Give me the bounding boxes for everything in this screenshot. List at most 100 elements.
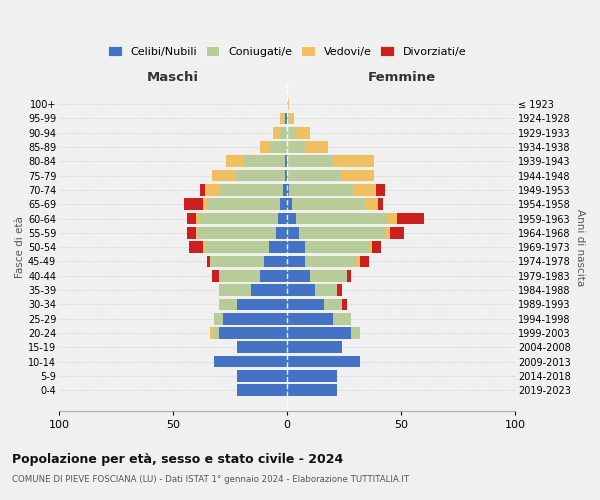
- Bar: [214, 356, 287, 368]
- Bar: [287, 198, 292, 210]
- Text: Femmine: Femmine: [367, 71, 436, 84]
- Bar: [189, 242, 203, 253]
- Bar: [287, 298, 324, 310]
- Bar: [360, 256, 370, 268]
- Bar: [287, 170, 342, 181]
- Bar: [287, 370, 337, 382]
- Bar: [276, 227, 287, 238]
- Bar: [289, 184, 353, 196]
- Bar: [280, 112, 283, 124]
- Bar: [196, 212, 200, 224]
- Bar: [397, 212, 424, 224]
- Bar: [305, 141, 328, 153]
- Bar: [385, 227, 390, 238]
- Bar: [287, 342, 342, 353]
- Bar: [287, 270, 310, 281]
- Bar: [287, 98, 289, 110]
- Bar: [314, 284, 337, 296]
- Bar: [287, 112, 289, 124]
- Bar: [219, 270, 260, 281]
- Bar: [283, 112, 285, 124]
- Bar: [287, 313, 333, 324]
- Bar: [208, 256, 209, 268]
- Bar: [237, 298, 287, 310]
- Bar: [260, 270, 287, 281]
- Bar: [292, 198, 365, 210]
- Bar: [237, 384, 287, 396]
- Bar: [371, 242, 381, 253]
- Bar: [299, 227, 385, 238]
- Bar: [356, 256, 360, 268]
- Bar: [212, 270, 219, 281]
- Bar: [237, 370, 287, 382]
- Bar: [278, 212, 287, 224]
- Bar: [203, 242, 205, 253]
- Bar: [205, 184, 219, 196]
- Bar: [353, 184, 376, 196]
- Bar: [305, 242, 370, 253]
- Text: Maschi: Maschi: [147, 71, 199, 84]
- Bar: [203, 198, 208, 210]
- Bar: [287, 212, 296, 224]
- Bar: [269, 242, 287, 253]
- Bar: [269, 141, 287, 153]
- Bar: [390, 227, 404, 238]
- Bar: [376, 184, 385, 196]
- Bar: [287, 141, 305, 153]
- Bar: [219, 327, 287, 339]
- Bar: [209, 327, 214, 339]
- Bar: [370, 242, 371, 253]
- Bar: [244, 156, 285, 167]
- Bar: [342, 298, 347, 310]
- Bar: [200, 184, 205, 196]
- Bar: [351, 327, 360, 339]
- Bar: [280, 198, 287, 210]
- Bar: [287, 384, 337, 396]
- Bar: [333, 156, 374, 167]
- Bar: [235, 170, 285, 181]
- Bar: [305, 256, 356, 268]
- Bar: [226, 156, 244, 167]
- Bar: [212, 170, 235, 181]
- Bar: [287, 256, 305, 268]
- Bar: [198, 227, 276, 238]
- Bar: [265, 256, 287, 268]
- Bar: [287, 156, 333, 167]
- Bar: [274, 127, 280, 138]
- Bar: [347, 270, 351, 281]
- Bar: [251, 284, 287, 296]
- Bar: [287, 284, 314, 296]
- Bar: [287, 242, 305, 253]
- Bar: [285, 156, 287, 167]
- Bar: [280, 127, 287, 138]
- Bar: [379, 198, 383, 210]
- Bar: [205, 242, 269, 253]
- Bar: [283, 184, 287, 196]
- Legend: Celibi/Nubili, Coniugati/e, Vedovi/e, Divorziati/e: Celibi/Nubili, Coniugati/e, Vedovi/e, Di…: [105, 43, 469, 60]
- Bar: [219, 298, 237, 310]
- Bar: [214, 327, 219, 339]
- Bar: [324, 298, 342, 310]
- Bar: [388, 212, 397, 224]
- Y-axis label: Fasce di età: Fasce di età: [15, 216, 25, 278]
- Bar: [237, 342, 287, 353]
- Bar: [365, 198, 379, 210]
- Bar: [310, 270, 347, 281]
- Bar: [337, 284, 342, 296]
- Bar: [219, 184, 283, 196]
- Bar: [219, 284, 251, 296]
- Bar: [287, 227, 299, 238]
- Text: Popolazione per età, sesso e stato civile - 2024: Popolazione per età, sesso e stato civil…: [12, 452, 343, 466]
- Bar: [196, 227, 198, 238]
- Bar: [214, 313, 223, 324]
- Bar: [296, 127, 310, 138]
- Bar: [187, 212, 196, 224]
- Bar: [287, 327, 351, 339]
- Bar: [184, 198, 203, 210]
- Bar: [287, 184, 289, 196]
- Bar: [287, 127, 296, 138]
- Bar: [333, 313, 351, 324]
- Bar: [289, 112, 294, 124]
- Y-axis label: Anni di nascita: Anni di nascita: [575, 208, 585, 286]
- Bar: [296, 212, 388, 224]
